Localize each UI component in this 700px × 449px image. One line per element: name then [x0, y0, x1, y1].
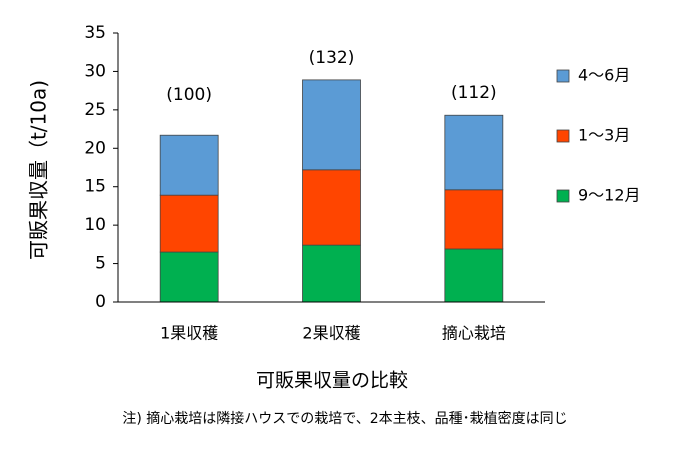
y-tick-label: 35	[84, 23, 106, 43]
annotation: (132)	[309, 48, 355, 68]
y-tick-label: 5	[95, 254, 106, 274]
bar-segment	[302, 244, 361, 303]
bar-segment	[302, 79, 361, 171]
x-tick-label: 2果収穫	[302, 324, 360, 343]
bar-segment	[444, 114, 504, 191]
bar-segment	[159, 251, 219, 303]
legend-label: 4～6月	[578, 66, 630, 85]
bar-segment	[159, 134, 219, 196]
y-tick-label: 15	[84, 177, 106, 197]
bar-segment	[302, 169, 361, 246]
y-tick-label: 0	[95, 292, 106, 312]
legend-label: 1～3月	[578, 126, 630, 145]
legend-swatch	[556, 129, 570, 143]
y-tick-label: 30	[84, 61, 106, 81]
x-axis-label: 可販果収量の比較	[256, 370, 408, 392]
bar-segment	[444, 189, 504, 250]
y-tick-label: 20	[84, 138, 106, 158]
y-axis-label: 可販果収量（t/10a)	[27, 80, 51, 260]
x-tick-label: 摘心栽培	[442, 324, 506, 343]
annotation: (100)	[166, 85, 212, 105]
legend-label: 9～12月	[578, 186, 641, 205]
bar-segment	[159, 194, 219, 253]
y-tick-label: 25	[84, 100, 106, 120]
note: 注) 摘心栽培は隣接ハウスでの栽培で、2本主枝、品種･栽植密度は同じ	[122, 410, 567, 427]
annotation: (112)	[451, 83, 497, 103]
legend-swatch	[556, 189, 570, 203]
x-tick-label: 1果収穫	[160, 324, 218, 343]
legend-swatch	[556, 69, 570, 83]
y-tick-label: 10	[84, 215, 106, 235]
bar-segment	[444, 248, 504, 303]
